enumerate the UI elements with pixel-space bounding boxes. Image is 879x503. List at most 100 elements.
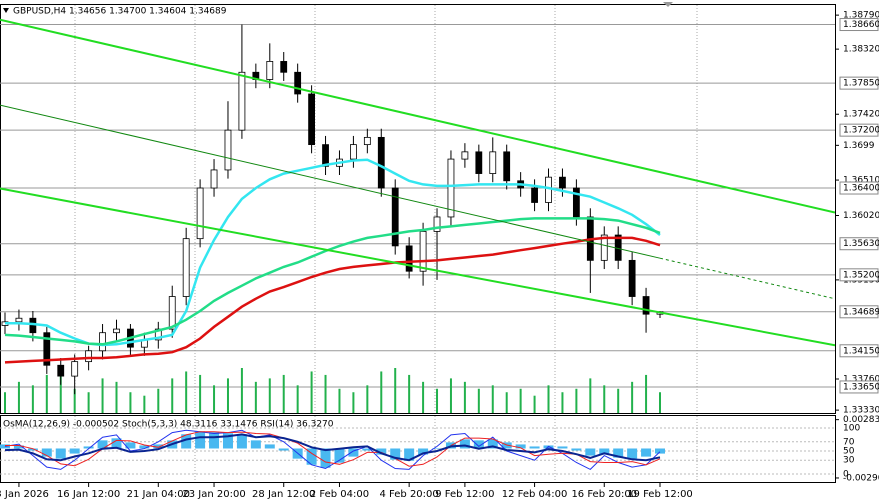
osma-bar: [627, 448, 638, 459]
level-label: 1.34150: [843, 346, 879, 356]
osma-bar: [390, 448, 401, 460]
oscillator-line: [4, 433, 661, 462]
y-tick-label: 30: [843, 456, 855, 466]
osma-bar: [27, 448, 38, 451]
level-label: 1.38660: [843, 20, 879, 30]
osma-bar: [571, 448, 582, 451]
osma-bar: [250, 440, 261, 449]
osma-bar: [334, 448, 345, 463]
candle-body: [182, 238, 190, 297]
candle-body: [43, 332, 51, 366]
level-box: [839, 268, 879, 282]
x-tick-label: 4 Feb 20:00: [380, 489, 439, 500]
main-plot: [0, 5, 835, 413]
level-box: [839, 305, 879, 319]
candle-body: [57, 364, 65, 377]
oscillator-plot: [0, 416, 835, 482]
candle-body: [113, 328, 120, 334]
y-tick-label: 1.36510: [843, 176, 879, 186]
osma-bar: [585, 448, 596, 456]
level-label: 1.36400: [843, 184, 879, 194]
candle-body: [99, 332, 106, 352]
y-tick-label: 1.36020: [843, 211, 879, 221]
osma-bar: [306, 448, 317, 465]
y-tick-label: 1.3699: [843, 141, 875, 151]
x-tick-label: 9 Feb 12:00: [435, 489, 494, 500]
candle-body: [628, 259, 636, 297]
y2-tick-label: -0.00290: [843, 473, 879, 483]
y-tick-label: 1.33330: [843, 406, 879, 416]
candle-body: [322, 144, 329, 167]
candle-body: [85, 350, 93, 363]
osma-bar: [41, 448, 52, 457]
candle-body: [280, 61, 288, 73]
candle-body: [503, 151, 511, 182]
osma-bar: [195, 431, 206, 449]
osma-bar: [181, 434, 192, 449]
osma-bar: [348, 448, 359, 457]
candle-body: [475, 151, 483, 174]
osma-bar: [55, 448, 66, 459]
level-box: [839, 76, 879, 90]
osma-bar: [515, 444, 526, 449]
osma-bar: [473, 440, 484, 449]
level-box: [839, 123, 879, 137]
trendline: [0, 18, 835, 214]
x-tick-label: 28 Jan 12:00: [252, 489, 315, 500]
oscillator-line: [5, 431, 661, 467]
candle-body: [642, 296, 650, 315]
osma-bar: [529, 446, 540, 449]
osma-bar: [557, 446, 568, 449]
candle-body: [168, 296, 176, 330]
x-tick-label: 2 Feb 04:00: [310, 489, 369, 500]
osma-bar: [459, 439, 470, 449]
candle-body: [391, 187, 399, 247]
oscillator-frame: [0, 415, 836, 483]
y2-tick-label: 0.002837: [843, 415, 879, 425]
x-tick-label: 19 Feb 12:00: [627, 489, 693, 500]
level-label: 1.33650: [843, 382, 879, 392]
osma-bar: [69, 448, 80, 454]
candle-body: [266, 61, 274, 80]
osma-bar: [404, 448, 415, 461]
osma-bar: [418, 448, 429, 455]
osma-bar: [376, 448, 387, 455]
osma-bar: [97, 440, 108, 449]
trendline: [0, 187, 835, 347]
chart-title: GBPUSD,H4 1.34656 1.34700 1.34604 1.3468…: [13, 7, 227, 17]
x-tick-label: 16 Feb 20:00: [571, 489, 637, 500]
candle-body: [531, 187, 538, 203]
level-box: [839, 380, 879, 394]
osma-bar: [13, 445, 24, 449]
candle-body: [377, 136, 385, 189]
candle-body: [224, 129, 232, 171]
level-box: [839, 237, 879, 251]
osma-bar: [641, 448, 652, 457]
osma-bar: [236, 434, 247, 449]
candle-body: [545, 176, 552, 203]
osma-bar: [655, 448, 665, 454]
oscillator-line: [4, 429, 661, 471]
moving-average: [4, 217, 661, 346]
oscillator-title: OsMA(12,26,9) -0.000502 Stoch(5,3,3) 48.…: [3, 420, 334, 430]
x-tick-label: 23 Jan 20:00: [182, 489, 245, 500]
candle-body: [15, 317, 23, 323]
main-frame: [0, 4, 836, 414]
osma-bar: [599, 448, 610, 455]
level-box: [839, 344, 879, 358]
candle-body: [405, 245, 413, 272]
x-tick-label: 13 Jan 2026: [0, 489, 49, 500]
osma-bar: [139, 445, 150, 449]
y-tick-label: 1.38320: [843, 45, 879, 55]
candle-body: [419, 231, 427, 272]
y-tick-label: 50: [843, 447, 855, 457]
candle-body: [308, 93, 315, 146]
osma-bar: [264, 444, 275, 449]
osma-bar: [111, 438, 122, 449]
y-tick-label: 1.33760: [843, 375, 879, 385]
candle-body: [572, 187, 580, 218]
level-label: 1.37850: [843, 79, 879, 89]
candle-body: [461, 151, 469, 160]
